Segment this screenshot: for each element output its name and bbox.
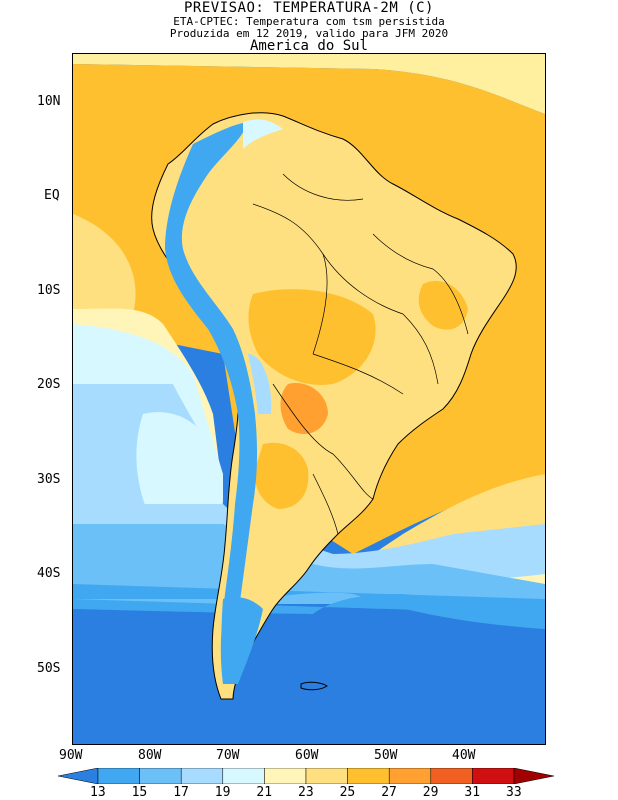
lat-label: EQ bbox=[44, 188, 60, 203]
lon-label: 70W bbox=[216, 748, 240, 763]
colorbar-high-arrow bbox=[513, 768, 554, 784]
colorbar-tick-label: 25 bbox=[339, 785, 356, 800]
colorbar-swatch bbox=[222, 768, 265, 784]
colorbar-tick-label: 31 bbox=[464, 785, 481, 800]
colorbar-swatch bbox=[472, 768, 515, 784]
region-title: America do Sul bbox=[249, 38, 368, 54]
lat-label: 50S bbox=[37, 661, 61, 676]
temperature-map bbox=[73, 54, 545, 744]
colorbar-swatch bbox=[180, 768, 224, 784]
lat-label: 20S bbox=[37, 377, 61, 392]
colorbar-tick-label: 17 bbox=[173, 785, 189, 800]
band-23-north bbox=[73, 54, 545, 114]
falklands bbox=[300, 681, 328, 691]
colorbar-tick-label: 33 bbox=[506, 785, 522, 800]
colorbar-swatch bbox=[305, 768, 348, 784]
colorbar-swatch bbox=[388, 768, 432, 784]
lon-label: 40W bbox=[452, 748, 476, 763]
colorbar-tick-label: 13 bbox=[90, 785, 106, 800]
lat-label: 10S bbox=[37, 283, 61, 298]
colorbar-tick-label: 27 bbox=[381, 785, 397, 800]
colorbar-tick-label: 23 bbox=[298, 785, 314, 800]
lon-label: 50W bbox=[374, 748, 398, 763]
lon-label: 60W bbox=[295, 748, 319, 763]
map-title: PREVISAO: TEMPERATURA-2M (C) bbox=[183, 0, 434, 16]
colorbar-tick-label: 19 bbox=[214, 785, 231, 800]
colorbar-low-arrow bbox=[58, 768, 99, 784]
political-boundaries bbox=[252, 173, 469, 535]
model-subtitle: ETA-CPTEC: Temperatura com tsm persistid… bbox=[173, 15, 445, 28]
band-15 bbox=[73, 584, 545, 629]
andes-cool-strip bbox=[165, 122, 258, 684]
lon-label: 80W bbox=[138, 748, 162, 763]
lat-label: 40S bbox=[37, 566, 61, 581]
validity-subtitle: Produzida em 12 2019, valido para JFM 20… bbox=[169, 27, 449, 40]
colorbar-tick-label: 29 bbox=[422, 785, 439, 800]
colorbar-tick-label: 15 bbox=[131, 785, 148, 800]
colorbar bbox=[58, 768, 554, 784]
colorbar-swatch bbox=[264, 768, 307, 784]
lat-label: 10N bbox=[37, 94, 61, 109]
colorbar-swatch bbox=[97, 768, 140, 784]
map-panel bbox=[72, 53, 546, 745]
colorbar-tick-label: 21 bbox=[256, 785, 273, 800]
colorbar-swatch bbox=[430, 768, 473, 784]
lat-label: 30S bbox=[37, 472, 61, 487]
lon-label: 90W bbox=[59, 748, 83, 763]
colorbar-swatch bbox=[139, 768, 182, 784]
colorbar-swatch bbox=[347, 768, 390, 784]
